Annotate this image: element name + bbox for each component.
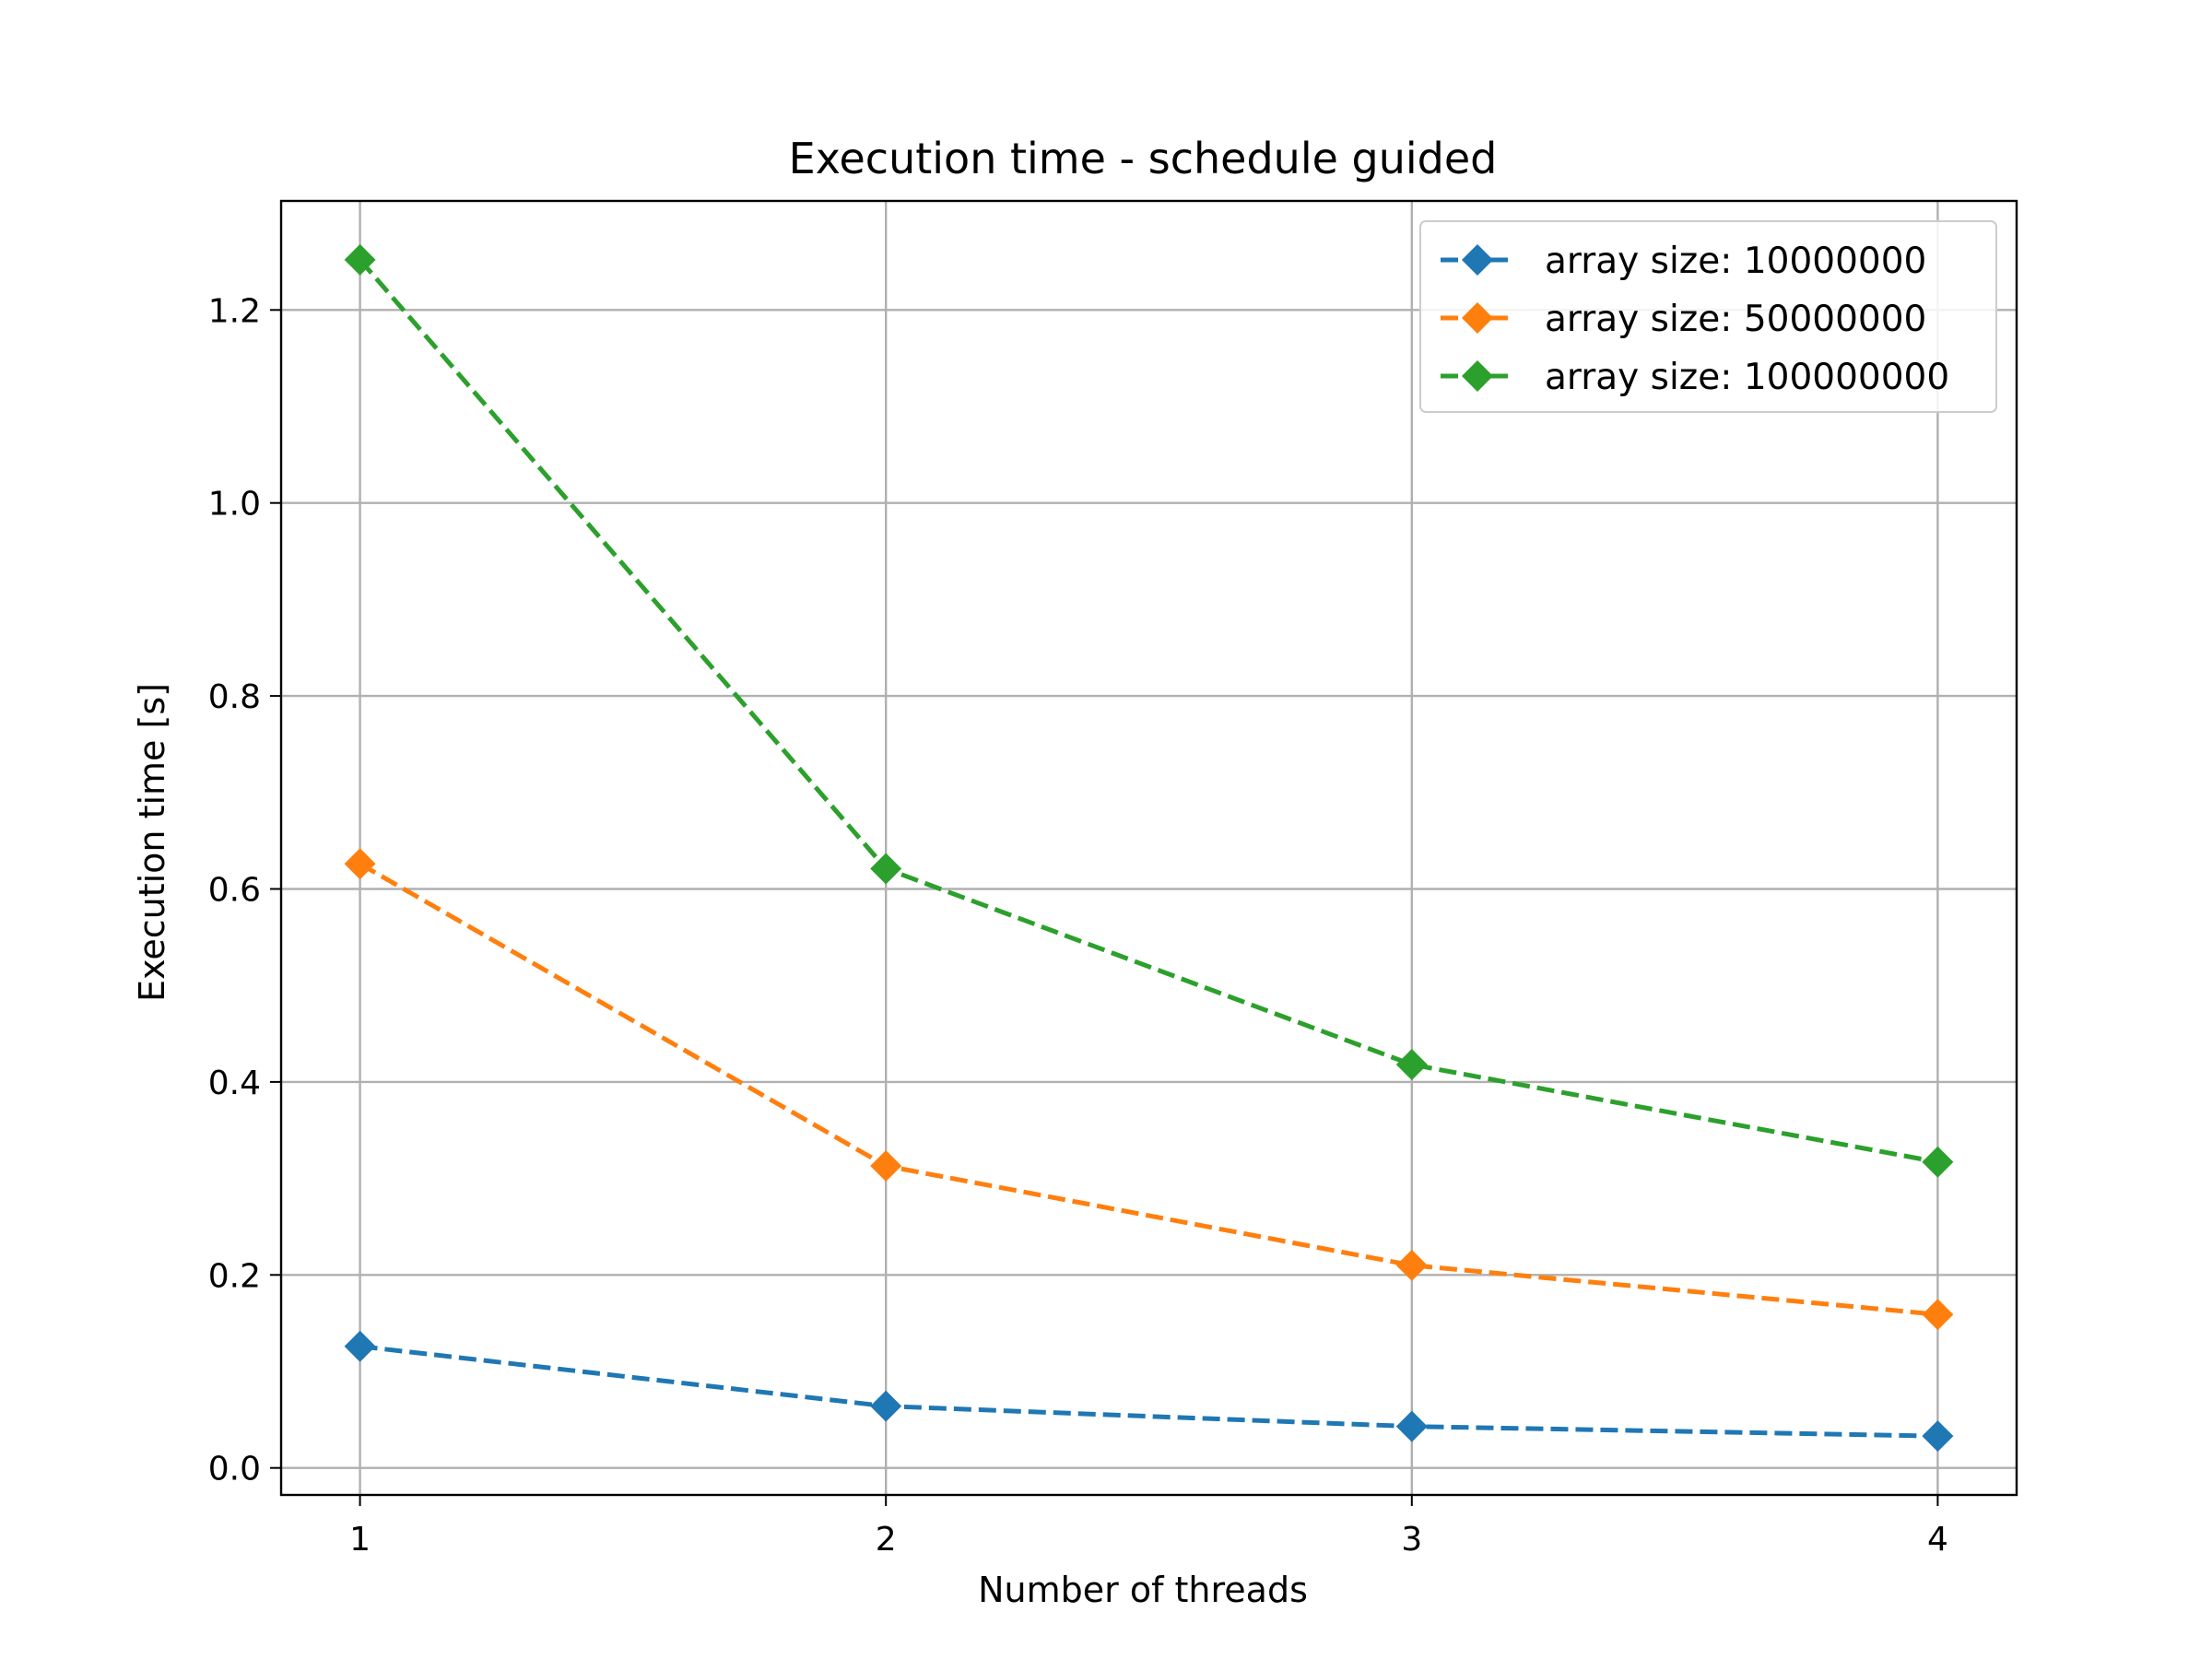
data-point	[870, 1390, 902, 1422]
x-axis-label: Number of threads	[978, 1570, 1308, 1610]
data-point	[1922, 1420, 1954, 1453]
legend-label: array size: 10000000	[1545, 241, 1926, 282]
series-1	[344, 1330, 1954, 1453]
y-tick-label: 1.0	[208, 486, 261, 524]
legend: array size: 10000000 array size: 50000000…	[1419, 220, 1997, 413]
legend-item: array size: 100000000	[1441, 357, 1949, 398]
legend-marker	[1462, 360, 1493, 392]
data-point	[344, 243, 376, 276]
data-point	[1395, 1410, 1428, 1442]
data-point	[1395, 1049, 1428, 1081]
y-tick-label: 0.6	[208, 871, 261, 909]
data-point	[870, 853, 902, 885]
legend-item: array size: 10000000	[1441, 241, 1926, 282]
legend-label: array size: 50000000	[1545, 299, 1926, 340]
x-tick-label: 2	[876, 1521, 897, 1559]
data-point	[344, 1330, 376, 1362]
series-line	[358, 258, 1938, 1165]
legend-label: array size: 100000000	[1545, 357, 1949, 398]
data-point	[1922, 1299, 1954, 1331]
series-3	[344, 243, 1954, 1178]
plot-frame	[279, 199, 2018, 1497]
legend-marker	[1462, 302, 1493, 334]
x-tick-label: 3	[1401, 1521, 1422, 1559]
y-tick-label: 0.2	[208, 1257, 261, 1295]
x-tick-label: 1	[349, 1521, 371, 1559]
series-line	[359, 1344, 1938, 1439]
y-tick-label: 0.4	[208, 1065, 261, 1102]
legend-box	[1419, 220, 1997, 413]
data-point	[344, 848, 376, 880]
y-tick-label: 1.2	[208, 292, 261, 330]
data-point	[1922, 1146, 1954, 1178]
series-2	[344, 848, 1954, 1331]
series-group	[344, 243, 1954, 1453]
legend-item: array size: 50000000	[1441, 299, 1926, 340]
y-tick-label: 0.8	[208, 678, 261, 716]
chart-title: Execution time - schedule guided	[789, 134, 1498, 183]
series-line	[359, 862, 1938, 1317]
y-tick-label: 0.0	[208, 1451, 261, 1488]
data-point	[870, 1149, 902, 1182]
data-point	[1395, 1249, 1428, 1281]
y-axis-label: Execution time [s]	[132, 683, 172, 1002]
legend-marker	[1462, 244, 1493, 276]
axis-ticks: 1 2 3 4 0.0 0.2 0.4 0.6 0.8 1.0 1.2	[208, 292, 1948, 1559]
x-tick-label: 4	[1927, 1521, 1948, 1559]
